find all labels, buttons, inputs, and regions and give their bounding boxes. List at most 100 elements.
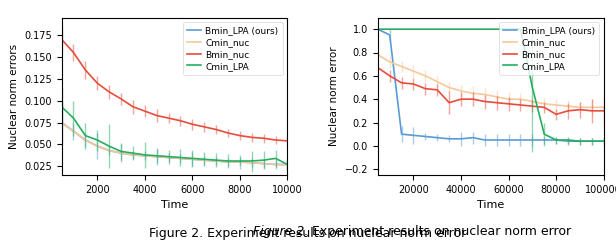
Bmin_LPA (ours) [165,156,172,159]
Bmin_nuc [58,38,65,41]
Cmin_LPA [260,159,267,162]
Cmin_nuc [105,149,113,152]
Bmin_LPA (ours) [94,144,101,148]
Bmin_LPA (ours) [505,138,513,141]
Bmin_LPA (ours) [177,157,184,160]
Bmin_LPA (ours) [58,121,65,124]
Bmin_nuc [236,134,243,137]
Bmin_LPA (ours) [564,140,572,143]
Bmin_LPA (ours) [284,163,291,166]
Cmin_LPA [224,160,232,162]
Cmin_nuc [272,163,279,166]
Cmin_LPA [553,138,560,141]
Cmin_nuc [445,86,453,89]
Cmin_LPA [105,144,113,148]
Bmin_nuc [541,106,548,109]
Line: Bmin_LPA (ours): Bmin_LPA (ours) [62,122,288,164]
Bmin_LPA (ours) [457,137,464,140]
Text: Experiment results on nuclear norm error: Experiment results on nuclear norm error [308,226,571,238]
Cmin_LPA [58,105,65,108]
Cmin_LPA [505,28,513,31]
Bmin_LPA (ours) [236,160,243,164]
Cmin_LPA [129,152,137,154]
Cmin_nuc [82,138,89,141]
Bmin_nuc [398,81,405,84]
Cmin_LPA [576,140,583,143]
Cmin_LPA [588,140,596,143]
Cmin_nuc [188,158,196,161]
Cmin_LPA [410,28,417,31]
Cmin_LPA [529,86,536,89]
Line: Cmin_nuc: Cmin_nuc [378,55,604,107]
Cmin_nuc [457,90,464,92]
Cmin_nuc [564,105,572,108]
Cmin_nuc [576,106,583,109]
Bmin_LPA (ours) [541,138,548,141]
Line: Bmin_LPA (ours): Bmin_LPA (ours) [378,29,604,141]
Cmin_nuc [165,156,172,159]
Bmin_nuc [445,101,453,104]
Bmin_nuc [481,100,488,103]
Legend: Bmin_LPA (ours), Cmin_nuc, Bmin_nuc, Cmin_LPA: Bmin_LPA (ours), Cmin_nuc, Bmin_nuc, Cmi… [499,22,599,75]
Bmin_LPA (ours) [410,134,417,137]
Cmin_LPA [481,28,488,31]
Cmin_nuc [600,106,607,109]
Bmin_nuc [422,87,429,90]
Cmin_LPA [201,158,208,161]
Cmin_nuc [541,102,548,105]
Cmin_nuc [58,121,65,124]
Bmin_LPA (ours) [588,140,596,143]
Bmin_nuc [386,74,394,77]
Bmin_LPA (ours) [493,138,500,141]
Bmin_nuc [177,119,184,122]
Bmin_nuc [374,66,381,69]
Cmin_nuc [201,159,208,162]
Cmin_LPA [213,159,220,162]
Bmin_nuc [165,116,172,120]
Bmin_nuc [493,101,500,104]
Cmin_nuc [588,106,596,109]
Bmin_LPA (ours) [82,138,89,141]
Bmin_nuc [82,68,89,71]
Bmin_nuc [434,88,441,91]
X-axis label: Time: Time [161,200,188,210]
Bmin_LPA (ours) [386,34,394,36]
Y-axis label: Nuclear norm error: Nuclear norm error [329,46,339,146]
Bmin_nuc [517,104,524,106]
Text: Figure 2. Experiment results on nuclear norm error: Figure 2. Experiment results on nuclear … [149,227,467,240]
Bmin_nuc [272,138,279,141]
Cmin_LPA [153,154,160,157]
Bmin_LPA (ours) [434,136,441,139]
Bmin_nuc [505,102,513,105]
Cmin_LPA [398,28,405,31]
Bmin_nuc [188,123,196,126]
Cmin_LPA [445,28,453,31]
Bmin_LPA (ours) [481,138,488,141]
Bmin_nuc [553,113,560,116]
Cmin_LPA [374,28,381,31]
Bmin_LPA (ours) [553,138,560,141]
Cmin_LPA [248,160,256,162]
Cmin_LPA [422,28,429,31]
Cmin_nuc [529,100,536,103]
Cmin_LPA [541,133,548,136]
Cmin_LPA [70,116,77,120]
Cmin_nuc [398,65,405,68]
Bmin_nuc [141,110,148,112]
Bmin_nuc [94,82,101,84]
Bmin_LPA (ours) [105,149,113,152]
Bmin_nuc [117,97,124,100]
Bmin_LPA (ours) [529,138,536,141]
Cmin_LPA [177,156,184,159]
Bmin_nuc [457,98,464,101]
Cmin_LPA [434,28,441,31]
Bmin_nuc [576,108,583,111]
Cmin_nuc [260,162,267,165]
Legend: Bmin_LPA (ours), Cmin_nuc, Bmin_nuc, Cmin_LPA: Bmin_LPA (ours), Cmin_nuc, Bmin_nuc, Cmi… [183,22,283,75]
Cmin_LPA [117,150,124,153]
Cmin_nuc [153,155,160,158]
Cmin_nuc [117,152,124,154]
Cmin_nuc [553,104,560,106]
Bmin_LPA (ours) [153,155,160,158]
Bmin_LPA (ours) [117,152,124,154]
